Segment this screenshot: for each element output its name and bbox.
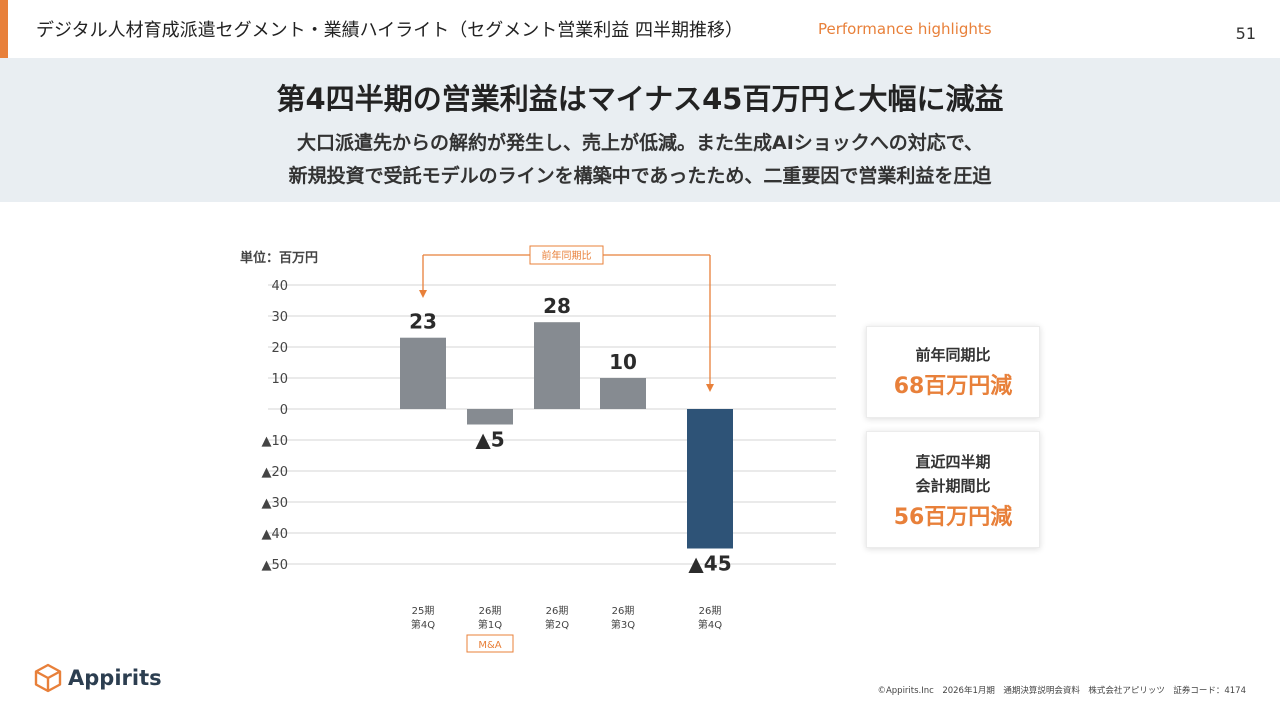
data-label: 10: [609, 350, 637, 374]
x-tick-label: 第3Q: [611, 618, 635, 631]
y-tick-label: ▲50: [261, 558, 288, 573]
page-number: 51: [1235, 24, 1256, 43]
data-label: ▲45: [688, 552, 731, 576]
data-label: 23: [409, 310, 437, 334]
page-title: デジタル人材育成派遣セグメント・業績ハイライト（セグメント営業利益 四半期推移）: [36, 20, 743, 41]
y-unit-label: 単位：百万円: [240, 250, 318, 266]
y-tick-label: 40: [271, 279, 288, 294]
x-tick-label: 第4Q: [411, 618, 435, 631]
y-tick-label: 0: [280, 403, 288, 418]
comparison-arrow-head: [706, 384, 714, 392]
y-tick-label: ▲20: [261, 465, 288, 480]
yoy-card-value: 68百万円減: [893, 374, 1013, 399]
page-subtitle: Performance highlights: [818, 20, 992, 38]
yoy-card-label: 前年同期比: [915, 346, 991, 364]
comparison-label-box: [529, 245, 604, 265]
x-tick-label: 26期: [546, 605, 569, 617]
x-tick-label: 26期: [612, 605, 635, 617]
x-tick-label: 26期: [699, 605, 722, 617]
comparison-label: 前年同期比: [542, 249, 592, 262]
brand-logo: Appirits: [34, 663, 162, 693]
bar: [467, 409, 513, 425]
bar: [600, 378, 646, 409]
operating-profit-bar-chart: 単位：百万円403020100▲10▲20▲30▲40▲502325期第4Q▲5…: [240, 245, 836, 653]
qoq-card-label-line2: 会計期間比: [915, 477, 991, 495]
x-tick-label: 第1Q: [478, 618, 502, 631]
x-tick-label: 26期: [479, 605, 502, 617]
bar: [534, 322, 580, 409]
cube-icon: [34, 663, 62, 693]
comparison-arrow-head: [419, 290, 427, 298]
lead-text-line2: 新規投資で受託モデルのラインを構築中であったため、二重要因で営業利益を圧迫: [288, 165, 992, 187]
qoq-card-value: 56百万円減: [893, 505, 1013, 530]
footer-copyright: ©Appirits.Inc 2026年1月期 通期決算説明会資料 株式会社アピリ…: [877, 686, 1246, 696]
y-tick-label: ▲10: [261, 434, 288, 449]
data-label: 28: [543, 294, 571, 318]
y-tick-label: 20: [271, 341, 288, 356]
brand-name: Appirits: [68, 666, 162, 690]
y-tick-label: 30: [271, 310, 288, 325]
ma-badge-box: [466, 634, 514, 653]
x-tick-label: 第4Q: [698, 618, 722, 631]
lead-text-line1: 大口派遣先からの解約が発生し、売上が低減。また生成AIショックへの対応で、: [296, 132, 984, 154]
ma-badge-label: M&A: [478, 640, 501, 651]
yoy-comparison-card: 前年同期比 68百万円減: [866, 326, 1040, 418]
qoq-card-label-line1: 直近四半期: [915, 453, 991, 471]
data-label: ▲5: [475, 428, 504, 452]
x-tick-label: 25期: [412, 605, 435, 617]
headline: 第4四半期の営業利益はマイナス45百万円と大幅に減益: [276, 82, 1004, 116]
bar: [687, 409, 733, 549]
y-tick-label: ▲30: [261, 496, 288, 511]
y-tick-label: ▲40: [261, 527, 288, 542]
headline-band: [0, 58, 1280, 202]
header-accent-bar: [0, 0, 8, 58]
x-tick-label: 第2Q: [545, 618, 569, 631]
qoq-comparison-card: 直近四半期 会計期間比 56百万円減: [866, 431, 1040, 548]
y-tick-label: 10: [271, 372, 288, 387]
bar: [400, 337, 446, 409]
